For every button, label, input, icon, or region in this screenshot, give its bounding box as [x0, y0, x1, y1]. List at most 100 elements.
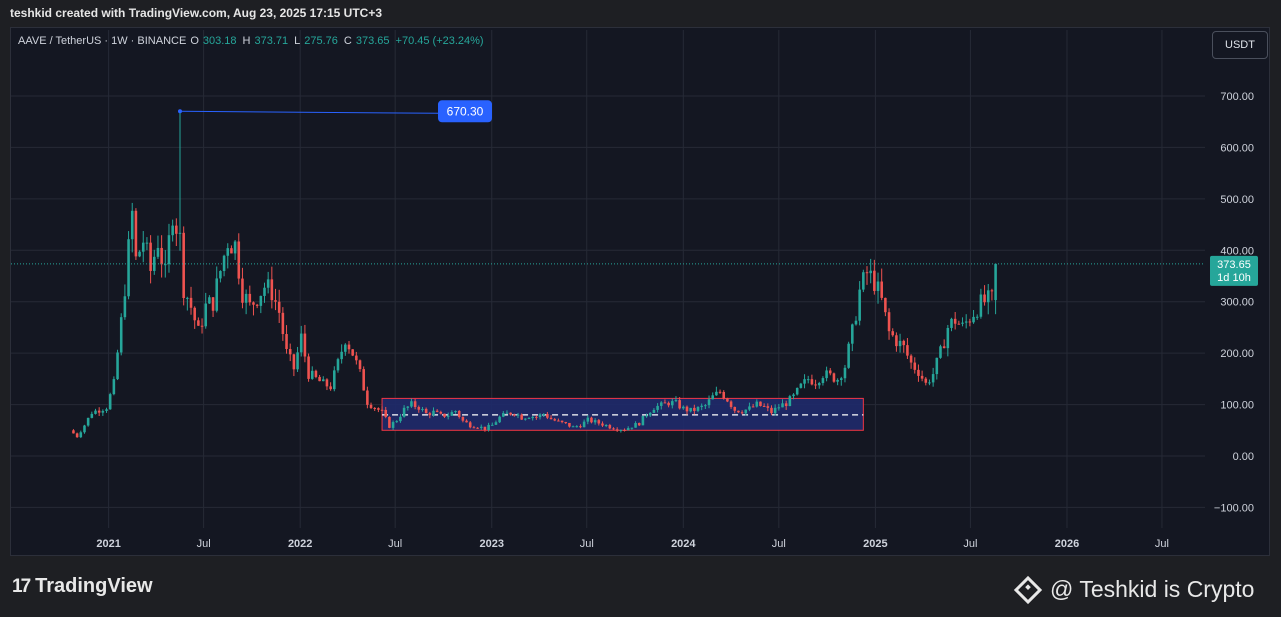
candle-body: [729, 401, 733, 407]
candle-body: [443, 413, 446, 417]
candle-body: [854, 320, 858, 325]
time-axis: 2021 Jul 2022 Jul 2023 Jul 2024 Jul 2025 Jul 2026 J…: [96, 538, 1169, 550]
candle-body: [641, 415, 645, 426]
candle-body: [623, 429, 626, 431]
candle-body: [711, 395, 714, 400]
candle-body: [230, 248, 233, 254]
candle-body: [266, 279, 270, 288]
candle-body: [160, 247, 163, 265]
candle-body: [90, 413, 94, 418]
price-axis: 700.00 600.00 500.00 400.00 300.00 200.00 100.…: [1214, 91, 1254, 514]
watermark: @ Teshkid is Crypto: [1013, 575, 1255, 604]
candle-body: [296, 352, 299, 370]
x-tick-label: Jul: [772, 538, 786, 550]
candle-body: [847, 343, 850, 368]
candle-body: [149, 242, 152, 271]
y-tick-label: 200.00: [1220, 348, 1254, 360]
candle-body: [509, 412, 512, 415]
candle-body: [130, 210, 134, 240]
candle-body: [659, 402, 663, 406]
grid-lines: [11, 30, 1205, 528]
candle-body: [851, 324, 854, 344]
candle-body: [237, 241, 241, 279]
tradingview-logo[interactable]: 17 TradingView: [12, 575, 153, 598]
candle-body: [579, 426, 582, 428]
candle-body: [498, 416, 501, 423]
x-tick-label: 2021: [96, 538, 120, 550]
candle-body: [461, 416, 465, 421]
candle-body: [748, 406, 751, 410]
candle-body: [465, 420, 468, 423]
candle-body: [314, 370, 318, 377]
candle-body: [931, 374, 935, 383]
candle-body: [630, 427, 634, 429]
candle-body: [435, 410, 439, 412]
candle-body: [388, 416, 391, 428]
candle-body: [942, 346, 946, 349]
candle-body: [873, 270, 876, 291]
candle-body: [358, 360, 362, 370]
candle-body: [671, 401, 674, 406]
candle-body: [197, 320, 200, 326]
candle-body: [119, 317, 123, 353]
candle-body: [156, 247, 160, 257]
candle-body: [840, 378, 843, 380]
candle-body: [726, 398, 729, 402]
candle-body: [961, 322, 964, 324]
candle-body: [299, 333, 303, 353]
candle-body: [777, 407, 781, 409]
candle-body: [832, 373, 836, 382]
watermark-text: @ Teshkid is Crypto: [1050, 576, 1255, 602]
diamond-icon: [1013, 575, 1043, 604]
candle-body: [759, 401, 762, 406]
candle-body: [513, 414, 516, 416]
candle-body: [953, 318, 957, 324]
candle-body: [208, 297, 211, 304]
candle-body: [446, 415, 450, 417]
y-tick-label: 500.00: [1220, 194, 1254, 206]
candle-body: [241, 278, 244, 303]
candle-body: [189, 297, 193, 308]
candle-body: [637, 423, 641, 426]
x-tick-label: Jul: [1155, 538, 1169, 550]
currency-button[interactable]: USDT: [1212, 31, 1268, 59]
candle-body: [355, 355, 358, 361]
candle-body: [248, 293, 252, 303]
tradingview-logo-text: TradingView: [35, 575, 153, 597]
candle-body: [123, 296, 127, 318]
candle-body: [303, 333, 307, 357]
candle-body: [479, 426, 483, 428]
y-tick-label: 0.00: [1233, 451, 1254, 463]
candle-body: [520, 414, 523, 420]
low-value: 275.76: [304, 35, 338, 47]
candle-body: [880, 281, 883, 298]
candle-body: [862, 272, 865, 290]
chart-pane[interactable]: [10, 27, 1270, 556]
candle-body: [175, 225, 178, 234]
candle-body: [487, 424, 490, 431]
candle-body: [575, 426, 579, 428]
candle-body: [784, 403, 788, 407]
candle-body: [347, 344, 351, 350]
candle-body: [964, 321, 968, 323]
symbol-label[interactable]: AAVE / TetherUS · 1W · BINANCE: [18, 35, 187, 47]
candle-body: [421, 408, 424, 410]
candle-body: [384, 409, 388, 417]
candle-body: [226, 248, 230, 256]
candle-body: [972, 316, 975, 323]
candle-body: [601, 423, 604, 426]
candle-body: [722, 391, 726, 399]
candle-body: [377, 408, 380, 410]
candle-body: [634, 423, 637, 428]
candle-body: [468, 422, 472, 428]
candle-body: [259, 295, 263, 306]
candle-body: [233, 241, 237, 254]
candle-body: [244, 293, 248, 303]
candle-body: [211, 297, 215, 311]
x-tick-label: Jul: [388, 538, 402, 550]
open-value: 303.18: [202, 35, 237, 47]
x-tick-label: Jul: [197, 538, 211, 550]
candle-body: [884, 297, 887, 313]
candle-body: [373, 407, 376, 409]
